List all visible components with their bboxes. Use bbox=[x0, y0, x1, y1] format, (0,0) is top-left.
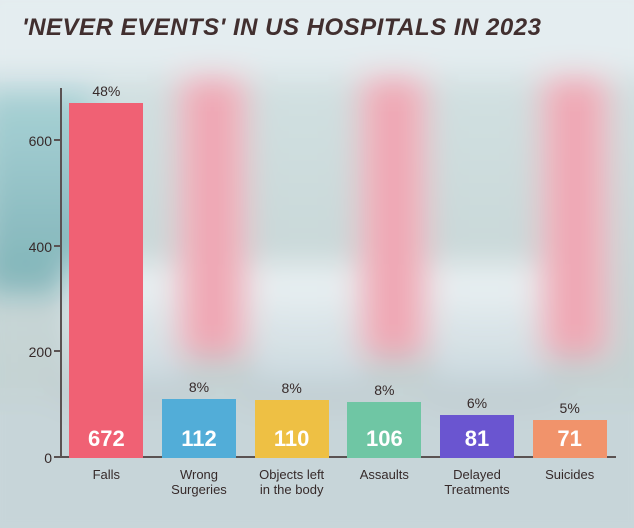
bar-slot: 715%Suicides bbox=[523, 88, 616, 458]
category-label: Objects left in the body bbox=[241, 468, 343, 498]
bar-slot: 1128%Wrong Surgeries bbox=[153, 88, 246, 458]
bar-percent-label: 8% bbox=[153, 379, 246, 395]
chart-title: 'NEVER EVENTS' IN US HOSPITALS IN 2023 bbox=[22, 14, 541, 42]
bar: 71 bbox=[533, 420, 607, 458]
y-tick-label: 0 bbox=[44, 450, 52, 466]
bar-slot: 1108%Objects left in the body bbox=[245, 88, 338, 458]
bar: 672 bbox=[69, 103, 143, 458]
bar: 106 bbox=[347, 402, 421, 458]
bar: 110 bbox=[255, 400, 329, 458]
bar-slot: 816%Delayed Treatments bbox=[431, 88, 524, 458]
category-label: Falls bbox=[55, 468, 157, 483]
y-tick-label: 400 bbox=[29, 239, 52, 255]
bar-percent-label: 48% bbox=[60, 83, 153, 99]
bar: 112 bbox=[162, 399, 236, 458]
plot-area: 020040060067248%Falls1128%Wrong Surgerie… bbox=[60, 88, 616, 458]
bar-value-label: 81 bbox=[440, 426, 514, 452]
bar-value-label: 110 bbox=[255, 426, 329, 452]
bar-value-label: 672 bbox=[69, 426, 143, 452]
category-label: Assaults bbox=[333, 468, 435, 483]
bar-value-label: 106 bbox=[347, 426, 421, 452]
bar-value-label: 112 bbox=[162, 426, 236, 452]
bar-chart: 020040060067248%Falls1128%Wrong Surgerie… bbox=[0, 68, 634, 528]
bar-percent-label: 8% bbox=[338, 382, 431, 398]
chart-frame: 'NEVER EVENTS' IN US HOSPITALS IN 2023 0… bbox=[0, 0, 634, 528]
bar-percent-label: 6% bbox=[431, 395, 524, 411]
bar-slot: 67248%Falls bbox=[60, 88, 153, 458]
bar-slot: 1068%Assaults bbox=[338, 88, 431, 458]
category-label: Suicides bbox=[519, 468, 621, 483]
bar-value-label: 71 bbox=[533, 426, 607, 452]
category-label: Wrong Surgeries bbox=[148, 468, 250, 498]
category-label: Delayed Treatments bbox=[426, 468, 528, 498]
bar: 81 bbox=[440, 415, 514, 458]
bar-percent-label: 5% bbox=[523, 400, 616, 416]
y-tick-label: 600 bbox=[29, 133, 52, 149]
bar-percent-label: 8% bbox=[245, 380, 338, 396]
y-tick-label: 200 bbox=[29, 344, 52, 360]
